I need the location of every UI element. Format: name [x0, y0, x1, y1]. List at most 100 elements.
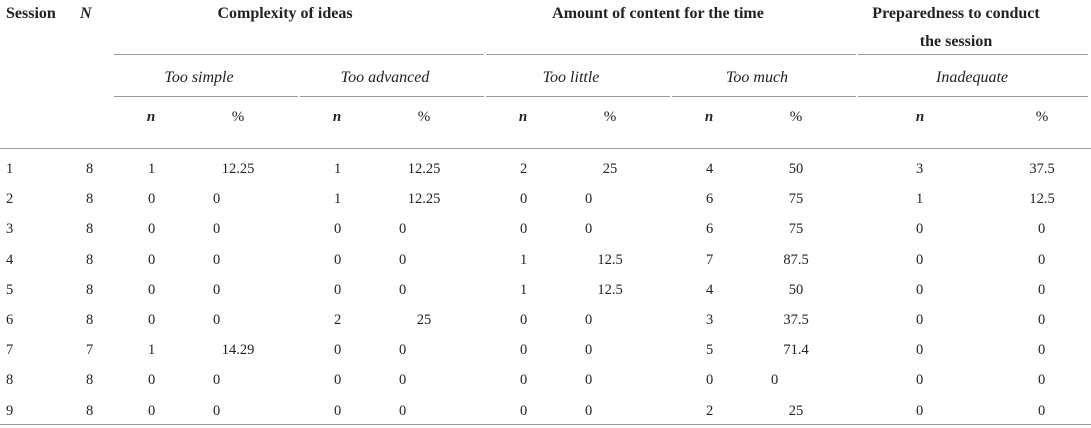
cell-count: 0: [520, 402, 528, 419]
cell-percent: 25: [416, 312, 432, 328]
cell-percent: 0: [1038, 251, 1046, 268]
preparedness-rule: [858, 54, 1088, 55]
cell-n-total: 8: [86, 281, 94, 298]
cell-session: 5: [6, 281, 14, 298]
cell-percent: 0: [213, 372, 221, 389]
too-little-rule: [486, 96, 670, 97]
cell-count: 0: [334, 372, 342, 389]
cell-n-total: 8: [86, 221, 94, 238]
cell-count: 0: [520, 372, 528, 389]
cell-count: 2: [334, 312, 342, 328]
cell-percent: 25: [602, 161, 618, 177]
header-amount: Amount of content for the time: [552, 5, 764, 22]
cell-session: 4: [6, 251, 14, 268]
cell-percent: 0: [1038, 402, 1046, 419]
cell-percent: 75: [788, 191, 804, 208]
cell-percent: 0: [399, 372, 407, 389]
cell-percent: 37.5: [1029, 161, 1055, 177]
cell-count: 6: [706, 191, 714, 208]
header-bottom-rule: [0, 148, 1091, 149]
cell-percent: 14.29: [221, 342, 255, 359]
cell-count: 0: [916, 342, 924, 359]
cell-percent: 0: [213, 251, 221, 268]
cell-percent: 0: [399, 221, 407, 238]
cell-count: 0: [916, 372, 924, 389]
cell-percent: 0: [585, 221, 593, 238]
cell-percent: 75: [788, 221, 804, 238]
too-simple-rule: [114, 96, 298, 97]
cell-count: 0: [148, 191, 156, 208]
cell-count: 0: [334, 402, 342, 419]
cell-count: 1: [334, 161, 342, 177]
cell-count: 0: [916, 251, 924, 268]
subgroup-too-advanced: Too advanced: [340, 69, 430, 86]
cell-count: 0: [334, 281, 342, 298]
cell-count: 1: [916, 191, 924, 208]
unit-label-pct: %: [231, 109, 245, 125]
cell-count: 0: [334, 342, 342, 359]
cell-percent: 0: [213, 221, 221, 238]
cell-percent: 0: [213, 281, 221, 298]
cell-n-total: 8: [86, 402, 94, 419]
cell-percent: 12.5: [1029, 191, 1055, 208]
cell-n-total: 8: [86, 372, 94, 389]
cell-count: 2: [520, 161, 528, 177]
subgroup-too-little: Too little: [542, 69, 600, 86]
cell-count: 0: [916, 402, 924, 419]
cell-count: 0: [148, 372, 156, 389]
cell-percent: 0: [399, 281, 407, 298]
cell-percent: 37.5: [783, 312, 809, 328]
cell-session: 6: [6, 312, 14, 328]
cell-count: 4: [706, 281, 714, 298]
cell-percent: 0: [585, 342, 593, 359]
cell-count: 0: [148, 312, 156, 328]
cell-count: 0: [148, 221, 156, 238]
header-preparedness-line1: Preparedness to conduct: [872, 5, 1040, 22]
header-preparedness-line2: the session: [919, 33, 993, 50]
cell-count: 5: [706, 342, 714, 359]
cell-percent: 0: [585, 402, 593, 419]
cell-n-total: 8: [86, 161, 94, 177]
cell-count: 0: [706, 372, 714, 389]
subgroup-inadequate: Inadequate: [936, 69, 1008, 86]
cell-count: 3: [706, 312, 714, 328]
subgroup-too-simple: Too simple: [164, 69, 234, 86]
inadequate-rule: [858, 96, 1088, 97]
cell-count: 0: [148, 251, 156, 268]
cell-percent: 12.5: [597, 281, 623, 298]
cell-count: 0: [916, 281, 924, 298]
cell-percent: 0: [1038, 342, 1046, 359]
cell-n-total: 7: [86, 342, 94, 359]
cell-count: 6: [706, 221, 714, 238]
cell-session: 7: [6, 342, 14, 359]
cell-percent: 0: [213, 312, 221, 328]
cell-percent: 0: [1038, 372, 1046, 389]
cell-count: 1: [520, 251, 528, 268]
cell-session: 3: [6, 221, 14, 238]
unit-label-pct: %: [603, 109, 617, 125]
cell-percent: 0: [585, 312, 593, 328]
cell-count: 3: [916, 161, 924, 177]
cell-percent: 0: [399, 251, 407, 268]
cell-count: 0: [916, 221, 924, 238]
cell-count: 0: [334, 251, 342, 268]
cell-n-total: 8: [86, 251, 94, 268]
cell-count: 0: [520, 312, 528, 328]
unit-label-n: n: [704, 109, 714, 125]
too-advanced-rule: [300, 96, 484, 97]
cell-percent: 0: [399, 342, 407, 359]
cell-percent: 0: [1038, 221, 1046, 238]
cell-percent: 0: [213, 191, 221, 208]
cell-count: 1: [520, 281, 528, 298]
header-session: Session: [6, 5, 56, 22]
cell-n-total: 8: [86, 191, 94, 208]
unit-label-n: n: [915, 109, 925, 125]
cell-count: 0: [148, 402, 156, 419]
cell-percent: 25: [788, 402, 804, 419]
cell-percent: 0: [399, 402, 407, 419]
cell-percent: 0: [585, 372, 593, 389]
cell-count: 0: [334, 221, 342, 238]
cell-percent: 87.5: [783, 251, 809, 268]
amount-rule: [486, 54, 856, 55]
